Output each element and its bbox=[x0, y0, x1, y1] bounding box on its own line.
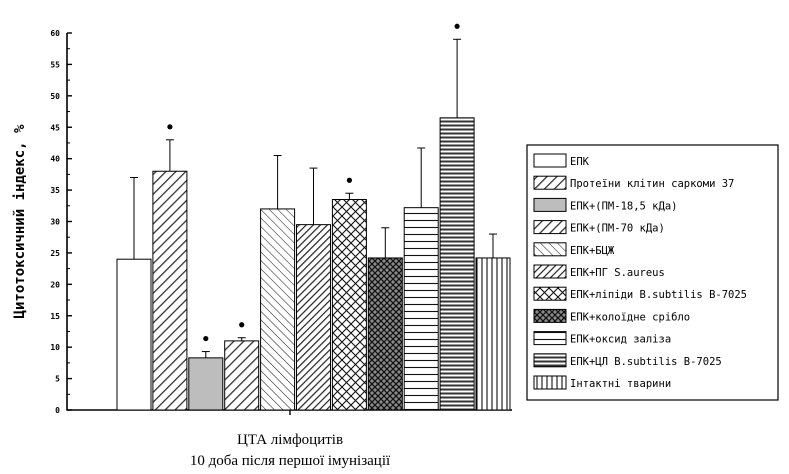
y-tick-label: 25 bbox=[50, 249, 60, 258]
y-tick-label: 45 bbox=[50, 123, 60, 132]
legend-swatch bbox=[533, 175, 567, 190]
bar-group bbox=[116, 177, 152, 411]
legend-label: ЕПК+ПГ S.aureus bbox=[570, 267, 665, 279]
y-tick-label: 50 bbox=[50, 92, 60, 101]
significance-marker bbox=[454, 23, 460, 29]
bar-group bbox=[331, 177, 367, 411]
legend-item: Протеїни клітин саркоми 37 bbox=[533, 175, 734, 190]
legend-swatch bbox=[533, 220, 567, 235]
legend-label: ЕПК+(ПМ-18,5 кДа) bbox=[570, 200, 677, 212]
legend-label: ЕПК+БЦЖ bbox=[570, 245, 615, 257]
legend-label: Протеїни клітин саркоми 37 bbox=[570, 178, 734, 190]
legend-label: ЕПК bbox=[570, 156, 590, 168]
y-tick-label: 55 bbox=[50, 60, 60, 69]
legend-swatch bbox=[533, 331, 567, 346]
legend: ЕПК Протеїни клітин саркоми 37 ЕПК+(ПМ-18,… bbox=[526, 144, 779, 401]
bar-group bbox=[260, 155, 296, 411]
legend-label: ЕПК+оксид заліза bbox=[570, 334, 671, 346]
bar bbox=[224, 340, 260, 411]
bar-group bbox=[296, 167, 331, 411]
legend-item: ЕПК+ліпіди B.subtilis B-7025 bbox=[533, 286, 747, 301]
bar-group bbox=[152, 124, 188, 411]
y-tick-label: 10 bbox=[50, 343, 60, 352]
y-tick-label: 30 bbox=[50, 218, 60, 227]
y-tick-label: 15 bbox=[50, 312, 60, 321]
significance-marker bbox=[203, 335, 209, 342]
legend-swatch bbox=[533, 242, 567, 257]
y-tick-label: 60 bbox=[50, 29, 60, 38]
bar bbox=[188, 357, 224, 411]
legend-item: ЕПК bbox=[533, 153, 590, 168]
bar bbox=[439, 117, 475, 411]
bar bbox=[296, 224, 331, 411]
legend-label: ЕПК+колоїдне срібло bbox=[570, 311, 690, 323]
bar-group bbox=[367, 227, 403, 411]
y-axis-title: Цитотоксичний індекс, % bbox=[12, 124, 28, 318]
legend-swatch bbox=[533, 264, 567, 279]
x-axis-sublabel: 10 доба після першої імунізації bbox=[190, 453, 391, 469]
legend-item: ЕПК+(ПМ-18,5 кДа) bbox=[533, 197, 677, 212]
legend-label: ЕПК+ЦЛ B.subtilis B-7025 bbox=[570, 356, 722, 368]
axes: 0 5 10 15 20 25 30 35 40 45 50 55 60 Цитотоксичний ін… bbox=[12, 29, 512, 469]
legend-label: ЕПК+ліпіди B.subtilis B-7025 bbox=[570, 289, 747, 301]
bar-group bbox=[475, 233, 511, 411]
legend-label: ЕПК+(ПМ-70 кДа) bbox=[570, 223, 665, 235]
x-axis-label: ЦТА лімфоцитів bbox=[237, 432, 343, 448]
bar bbox=[367, 257, 403, 411]
legend-swatch bbox=[533, 308, 567, 323]
legend-item: ЕПК+колоїдне срібло bbox=[533, 308, 690, 323]
bar-group bbox=[403, 147, 439, 411]
legend-item: ЕПК+БЦЖ bbox=[533, 242, 615, 257]
bar bbox=[475, 257, 511, 411]
legend-item: ЕПК+ЦЛ B.subtilis B-7025 bbox=[533, 353, 722, 368]
bar bbox=[116, 258, 152, 411]
bar bbox=[331, 199, 367, 411]
legend-swatch bbox=[533, 286, 567, 301]
legend-swatch bbox=[533, 153, 567, 168]
bar-group bbox=[439, 23, 475, 411]
legend-item: ЕПК+оксид заліза bbox=[533, 331, 671, 346]
bar bbox=[260, 208, 296, 411]
y-tick-label: 0 bbox=[55, 406, 60, 415]
bar-group bbox=[188, 335, 224, 411]
y-tick-label: 5 bbox=[55, 375, 60, 384]
legend-swatch bbox=[533, 197, 567, 212]
significance-marker bbox=[239, 322, 245, 328]
legend-item: ЕПК+ПГ S.aureus bbox=[533, 264, 665, 279]
legend-item: ЕПК+(ПМ-70 кДа) bbox=[533, 220, 665, 235]
bar-group bbox=[224, 322, 260, 411]
bars bbox=[116, 23, 511, 411]
bar bbox=[152, 170, 188, 411]
legend-label: Інтактні тварини bbox=[570, 378, 671, 390]
y-tick-label: 40 bbox=[50, 155, 60, 164]
y-tick-label: 35 bbox=[50, 186, 60, 195]
legend-box bbox=[526, 144, 779, 401]
bar bbox=[403, 207, 439, 411]
y-tick-label: 20 bbox=[50, 280, 60, 289]
significance-marker bbox=[167, 124, 173, 130]
legend-swatch bbox=[533, 375, 567, 390]
legend-swatch bbox=[533, 353, 567, 368]
significance-marker bbox=[346, 177, 352, 183]
legend-item: Інтактні тварини bbox=[533, 375, 671, 390]
